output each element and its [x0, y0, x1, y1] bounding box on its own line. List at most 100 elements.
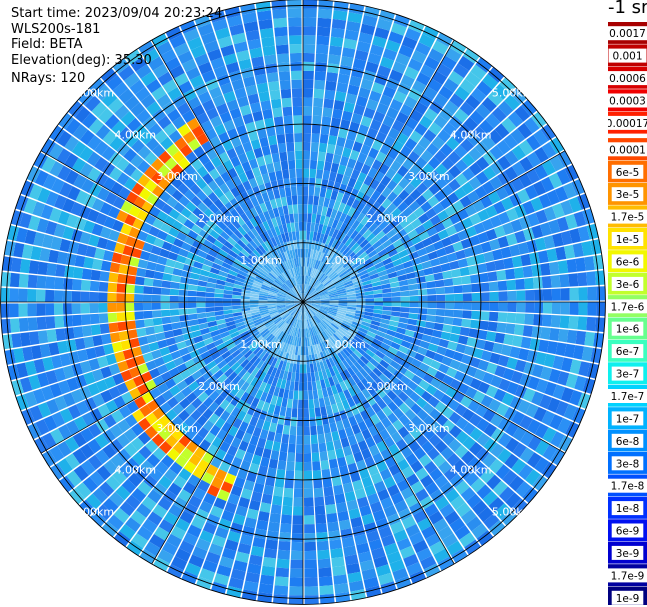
- beta-cell: [301, 293, 303, 302]
- beta-cell: [33, 358, 46, 374]
- beta-cell: [407, 364, 419, 375]
- beta-cell: [325, 504, 337, 515]
- beta-cell: [375, 244, 385, 254]
- beta-cell: [219, 194, 230, 206]
- beta-cell: [549, 261, 560, 275]
- beta-cell: [314, 281, 321, 289]
- beta-cell: [80, 303, 90, 314]
- beta-cell: [315, 313, 323, 321]
- beta-cell: [366, 395, 377, 407]
- beta-cell: [235, 276, 245, 283]
- beta-cell: [343, 225, 352, 235]
- beta-cell: [237, 226, 247, 236]
- beta-cell: [109, 424, 124, 438]
- beta-cell: [172, 268, 183, 277]
- beta-cell: [145, 137, 160, 151]
- beta-cell: [337, 164, 347, 175]
- beta-cell: [238, 172, 249, 184]
- beta-cell: [285, 297, 295, 301]
- beta-cell: [312, 345, 317, 355]
- beta-cell: [435, 427, 449, 440]
- beta-cell: [236, 378, 246, 389]
- beta-cell: [315, 314, 322, 322]
- azimuth-spoke: [151, 301, 304, 565]
- beta-cell: [235, 448, 246, 460]
- beta-cell: [35, 419, 50, 436]
- beta-cell: [577, 226, 590, 242]
- beta-cell: [338, 519, 352, 531]
- beta-cell: [269, 346, 277, 356]
- beta-cell: [297, 295, 303, 302]
- beta-cell: [382, 86, 396, 99]
- beta-cell: [306, 230, 311, 240]
- beta-cell: [332, 565, 347, 577]
- beta-cell: [275, 567, 289, 578]
- beta-cell: [80, 460, 96, 476]
- beta-cell: [318, 442, 327, 453]
- beta-cell: [377, 346, 388, 355]
- beta-cell: [137, 431, 151, 445]
- beta-cell: [391, 172, 404, 184]
- beta-cell: [418, 454, 432, 467]
- beta-cell: [289, 44, 302, 54]
- beta-cell: [176, 213, 188, 225]
- beta-cell: [258, 244, 267, 254]
- beta-cell: [337, 510, 350, 522]
- beta-cell: [295, 159, 303, 169]
- beta-cell: [273, 386, 280, 397]
- beta-cell: [303, 8, 317, 18]
- beta-cell: [207, 249, 218, 258]
- beta-cell: [243, 580, 259, 592]
- beta-cell: [335, 420, 345, 431]
- beta-cell: [385, 167, 397, 180]
- beta-cell: [37, 402, 52, 418]
- beta-cell: [296, 435, 303, 445]
- beta-cell: [328, 310, 337, 315]
- beta-cell: [325, 152, 334, 163]
- beta-cell: [390, 311, 401, 317]
- beta-cell: [210, 379, 222, 391]
- beta-cell: [116, 210, 129, 223]
- beta-cell: [117, 419, 131, 433]
- beta-cell: [438, 363, 450, 374]
- beta-cell: [255, 275, 265, 282]
- beta-cell: [556, 168, 571, 185]
- beta-cell: [276, 264, 284, 274]
- colorbar-tick-label: 1e-5: [616, 234, 640, 246]
- beta-cell: [248, 177, 258, 189]
- beta-cell: [239, 534, 254, 546]
- beta-cell: [221, 216, 232, 227]
- beta-cell: [147, 511, 163, 526]
- beta-cell: [291, 88, 302, 98]
- beta-cell: [109, 136, 124, 151]
- beta-cell: [131, 533, 148, 549]
- beta-cell: [249, 302, 259, 305]
- beta-cell: [170, 244, 181, 255]
- beta-cell: [374, 480, 387, 493]
- beta-cell: [195, 375, 207, 386]
- beta-cell: [46, 329, 57, 343]
- beta-cell: [285, 303, 295, 307]
- beta-cell: [389, 360, 400, 370]
- beta-cell: [295, 285, 300, 294]
- beta-cell: [321, 415, 329, 425]
- beta-cell: [430, 336, 441, 346]
- beta-cell: [310, 327, 314, 337]
- beta-cell: [243, 260, 253, 269]
- beta-cell: [335, 220, 343, 231]
- beta-cell: [250, 102, 262, 113]
- beta-cell: [285, 270, 291, 279]
- beta-cell: [208, 203, 220, 214]
- beta-cell: [302, 302, 303, 311]
- beta-cell: [315, 214, 321, 224]
- beta-cell: [356, 346, 366, 356]
- azimuth-spoke: [40, 150, 304, 303]
- beta-cell: [283, 283, 291, 291]
- beta-cell: [469, 378, 482, 390]
- beta-cell: [303, 302, 310, 309]
- beta-cell: [300, 275, 302, 285]
- beta-cell: [201, 472, 215, 485]
- beta-cell: [400, 74, 415, 88]
- beta-cell: [316, 205, 323, 215]
- beta-cell: [297, 284, 301, 294]
